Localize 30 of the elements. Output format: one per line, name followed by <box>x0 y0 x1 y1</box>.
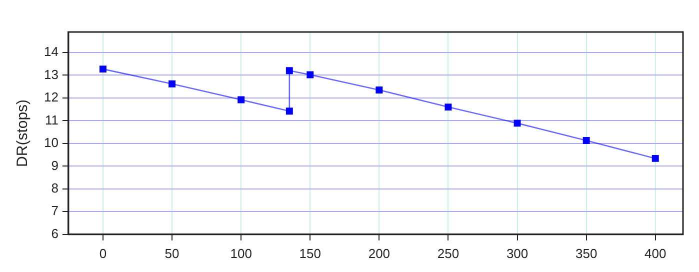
point <box>376 86 383 94</box>
point <box>514 120 521 127</box>
x-tick-label: 50 <box>164 246 180 261</box>
x-tick-label: 250 <box>437 246 460 261</box>
y-tick-label: 8 <box>51 180 58 196</box>
point <box>582 137 590 144</box>
y-tick-label: 6 <box>51 226 58 241</box>
y-axis-title: DR(stops) <box>14 99 32 167</box>
x-tick-label: 200 <box>368 246 390 261</box>
y-tick-label: 12 <box>44 90 58 105</box>
point <box>168 80 176 88</box>
y-tick-label: 11 <box>44 112 58 128</box>
y-tick-label: 7 <box>51 203 58 218</box>
y-tick-label: 14 <box>44 44 58 60</box>
x-tick-label: 350 <box>575 246 598 261</box>
x-tick-label: 0 <box>99 246 107 261</box>
point <box>444 104 452 111</box>
point <box>652 154 659 162</box>
y-tick-label: 10 <box>44 135 58 150</box>
x-tick-label: 100 <box>230 246 252 261</box>
x-tick-label: 150 <box>299 246 321 261</box>
x-tick-label: 300 <box>506 246 528 261</box>
point <box>286 108 293 115</box>
point <box>100 66 106 73</box>
point <box>306 71 314 78</box>
y-tick-label: 13 <box>44 66 58 82</box>
y-tick-label: 9 <box>51 158 58 173</box>
point <box>238 96 245 104</box>
point <box>286 67 293 74</box>
x-tick-label: 400 <box>644 246 666 261</box>
